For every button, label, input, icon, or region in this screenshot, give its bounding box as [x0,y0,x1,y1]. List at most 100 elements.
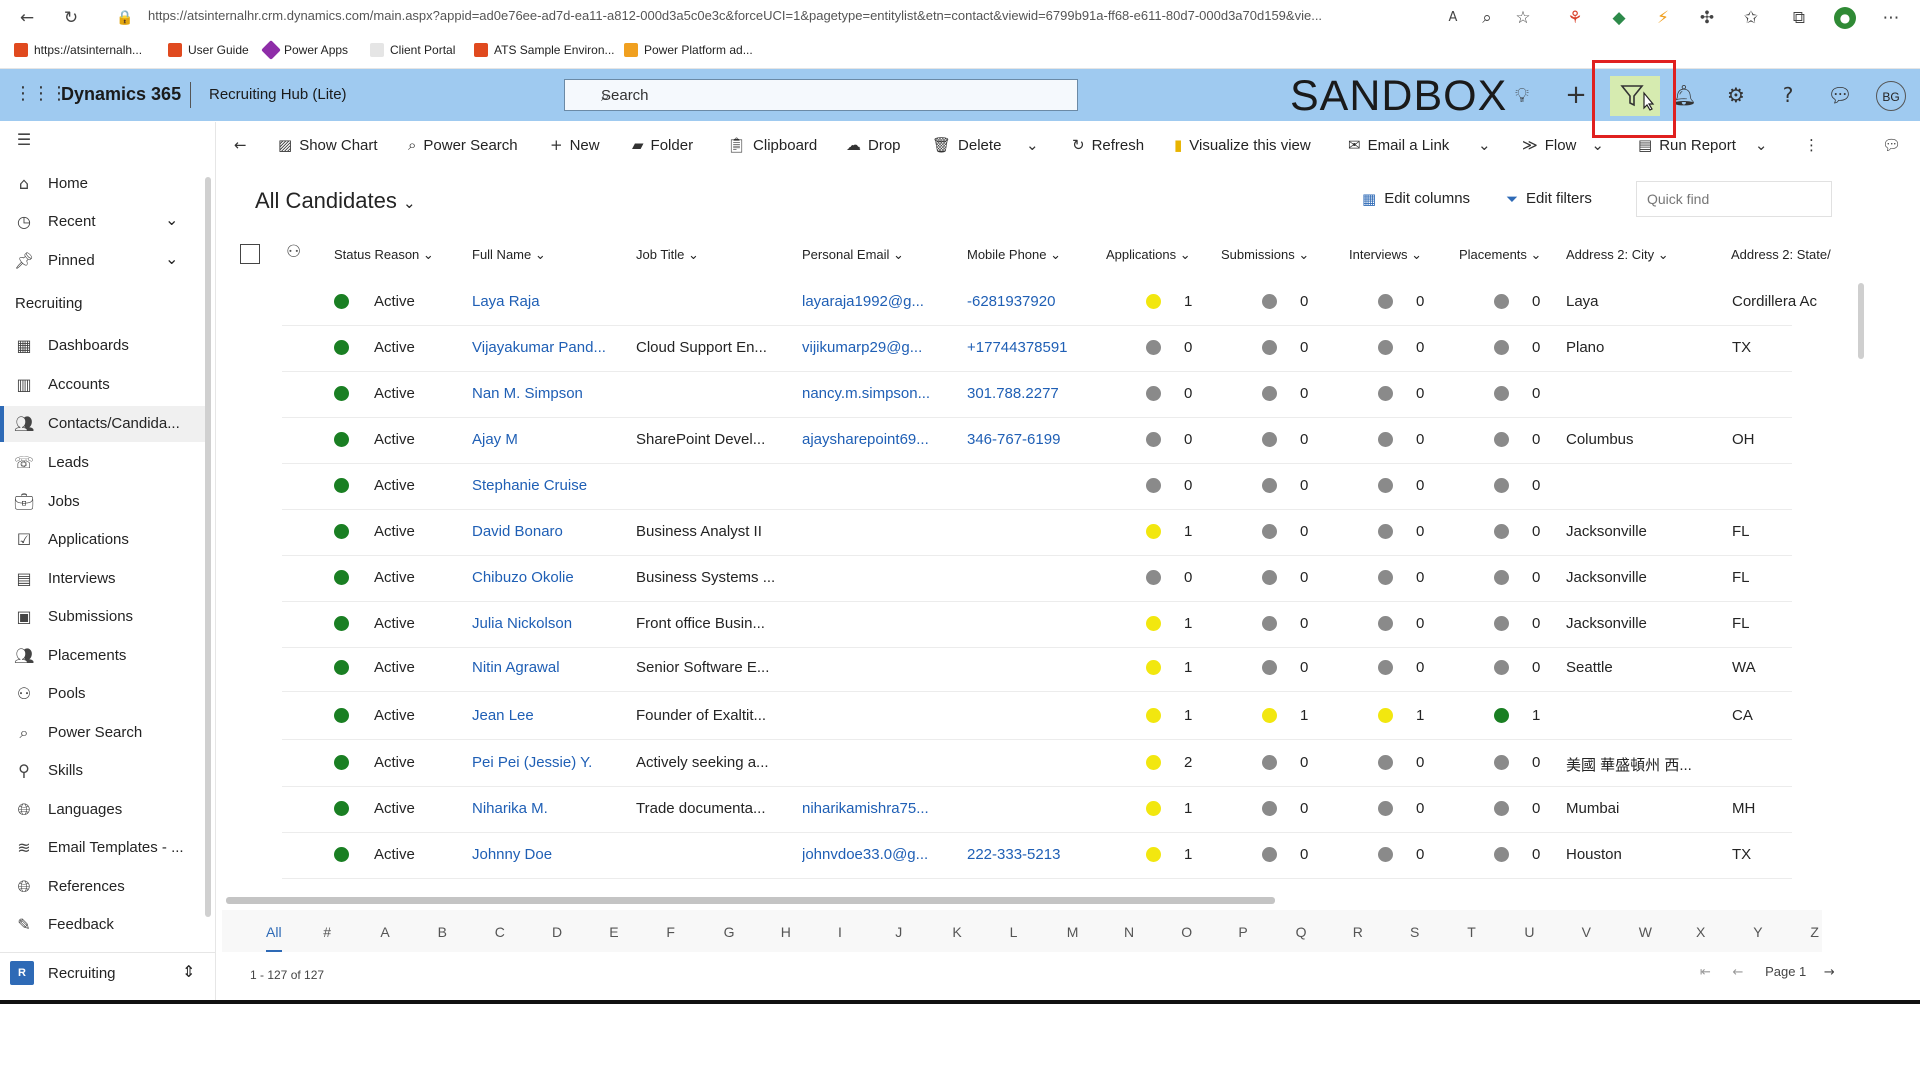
table-row[interactable]: Active Chibuzo Okolie Business Systems ...… [282,555,1792,602]
edit-columns-button[interactable]: ▦ Edit columns [1362,190,1471,208]
table-row[interactable]: Active Laya Raja layaraja1992@g... -6281937… [282,279,1817,326]
alphabet-filter-letter[interactable]: O [1181,924,1193,940]
address-bar[interactable]: https://atsinternalhr.crm.dynamics.com/m… [148,8,1323,23]
column-header-interviews[interactable]: Interviews ⌄ [1349,247,1423,262]
cell-email-link[interactable]: ajaysharepoint69... [802,431,929,448]
previous-page-icon[interactable]: ← [1732,965,1744,980]
column-header-submissions[interactable]: Submissions ⌄ [1221,247,1310,262]
favorite-star-icon[interactable]: ☆ [1515,8,1531,28]
cell-full-name-link[interactable]: David Bonaro [472,523,563,540]
area-switcher[interactable]: R Recruiting ⇕ [0,952,215,997]
sidebar-item-placements[interactable]: 👥︎ Placements [14,646,127,665]
sidebar-item-feedback[interactable]: ✎ Feedback [0,907,205,943]
table-row[interactable]: Active David Bonaro Business Analyst II 1 0 0… [282,509,1792,556]
select-all-checkbox[interactable] [240,244,260,264]
extension-lightning-icon[interactable]: ⚡ [1657,8,1669,28]
nav-pinned[interactable]: 📌︎ Pinned ⌄ [14,249,179,270]
alphabet-filter-letter[interactable]: T [1467,924,1476,940]
back-arrow-icon[interactable]: ← [19,8,35,28]
cell-full-name-link[interactable]: Julia Nickolson [472,615,573,632]
bookmark-item[interactable]: https://atsinternalh... [14,43,142,57]
table-row[interactable]: Active Vijayakumar Pand... Cloud Support E… [282,325,1792,372]
flow-button[interactable]: ≫ Flow ⌄ [1522,136,1604,154]
alphabet-filter-letter[interactable]: F [666,924,675,940]
table-row[interactable]: Active Nitin Agrawal Senior Software E... 1… [282,645,1792,692]
table-row[interactable]: Active Niharika M. Trade documenta... nihar… [282,786,1792,833]
column-header-state[interactable]: Address 2: State/ [1731,247,1831,262]
view-selector[interactable]: All Candidates ⌄ [255,188,416,213]
nav-home[interactable]: ⌂ Home [0,166,205,202]
copilot-chat-button[interactable]: 💬︎ [1882,136,1901,154]
table-row[interactable]: Active Stephanie Cruise 0 0 0 0 [282,463,1792,510]
more-menu-icon[interactable]: ⋯ [1882,8,1900,28]
extension-icon[interactable]: ◆ [1612,8,1626,28]
chevron-down-icon[interactable]: ⌄ [165,249,179,268]
sidebar-item-references[interactable]: 🌐︎ References [0,869,205,905]
email-link-chevron[interactable]: ⌄ [1478,136,1491,154]
sidebar-item-submissions[interactable]: ▣ Submissions [0,599,205,635]
power-search-button[interactable]: ⌕ Power Search [408,136,518,154]
sidebar-item-power-search[interactable]: ⌕ Power Search [0,715,205,751]
alphabet-filter-letter[interactable]: J [895,924,903,940]
nav-recent[interactable]: ◷ Recent ⌄ [0,204,205,240]
cell-email-link[interactable]: layaraja1992@g... [802,293,924,310]
alphabet-filter-letter[interactable]: I [838,924,842,940]
column-header-city[interactable]: Address 2: City ⌄ [1566,247,1669,262]
cell-phone-link[interactable]: 346-767-6199 [967,431,1061,448]
column-header-full-name[interactable]: Full Name ⌄ [472,247,546,262]
clipboard-button[interactable]: 📋︎ Clipboard [727,136,818,154]
grid-horizontal-scrollbar[interactable] [226,897,1275,904]
bookmark-item[interactable]: Power Platform ad... [624,43,753,57]
sidebar-item-contacts[interactable]: 👥︎ Contacts/Candida... [0,406,205,442]
cell-full-name-link[interactable]: Johnny Doe [472,846,553,863]
cell-phone-link[interactable]: -6281937920 [967,293,1056,310]
cell-full-name-link[interactable]: Nan M. Simpson [472,385,583,402]
table-row[interactable]: Active Nan M. Simpson nancy.m.simpson... 30… [282,371,1792,418]
cell-full-name-link[interactable]: Pei Pei (Jessie) Y. [472,754,593,771]
cell-full-name-link[interactable]: Laya Raja [472,293,540,310]
alphabet-filter-letter[interactable]: D [552,924,563,940]
zoom-icon[interactable]: ⌕ [1482,8,1492,28]
nav-scrollbar[interactable] [205,177,211,917]
sidebar-item-email-templates[interactable]: ≋ Email Templates - ... [0,830,205,866]
settings-gear-icon[interactable]: ⚙ [1727,83,1745,107]
cell-phone-link[interactable]: 301.788.2277 [967,385,1059,402]
cell-full-name-link[interactable]: Jean Lee [472,707,534,724]
table-row[interactable]: Active Pei Pei (Jessie) Y. Actively seekin… [282,740,1792,787]
column-header-applications[interactable]: Applications ⌄ [1106,247,1191,262]
bookmark-item[interactable]: User Guide [168,43,249,57]
collections-icon[interactable]: ⧉ [1792,8,1806,28]
alphabet-filter-letter[interactable]: X [1696,924,1706,940]
folder-button[interactable]: ▰ Folder [632,136,694,154]
delete-button[interactable]: 🗑︎ Delete [932,136,1002,154]
cell-full-name-link[interactable]: Niharika M. [472,800,548,817]
cell-email-link[interactable]: niharikamishra75... [802,800,929,817]
sidebar-item-interviews[interactable]: ▤ Interviews [0,561,205,597]
refresh-button[interactable]: ↻ Refresh [1072,136,1145,154]
nav-collapse-button[interactable]: ☰ [0,122,205,158]
alphabet-filter-letter[interactable]: Q [1295,924,1307,940]
alphabet-filter-letter[interactable]: P [1238,924,1248,940]
alphabet-filter-letter[interactable]: R [1352,924,1363,940]
alphabet-filter-letter[interactable]: C [494,924,505,940]
sidebar-item-languages[interactable]: 🌐︎ Languages [0,792,205,828]
cell-email-link[interactable]: vijikumarp29@g... [802,339,923,356]
bookmark-item[interactable]: Power Apps [261,40,348,60]
column-header-job-title[interactable]: Job Title ⌄ [636,247,699,262]
advanced-filter-button[interactable] [1610,76,1660,116]
cell-phone-link[interactable]: 222-333-5213 [967,846,1061,863]
next-page-icon[interactable]: → [1823,965,1835,980]
sidebar-item-accounts[interactable]: ▥ Accounts [0,367,205,403]
quick-find-input[interactable]: Quick find [1636,181,1832,217]
alphabet-filter-letter[interactable]: V [1581,924,1591,940]
drop-button[interactable]: ☁ Drop [846,136,901,154]
grid-vertical-scrollbar[interactable] [1858,283,1864,359]
table-row[interactable]: Active Jean Lee Founder of Exaltit... 1 1 1 1 C… [282,693,1792,740]
cell-full-name-link[interactable]: Ajay M [472,431,518,448]
global-search-input[interactable]: ⌕ Search [564,79,1078,111]
alphabet-filter-letter[interactable]: K [952,924,962,940]
bookmark-item[interactable]: ATS Sample Environ... [474,43,615,57]
visualize-view-button[interactable]: ▮ Visualize this view [1174,136,1311,154]
alphabet-filter-letter[interactable]: M [1066,924,1079,940]
sidebar-item-applications[interactable]: ☑ Applications [0,522,205,558]
